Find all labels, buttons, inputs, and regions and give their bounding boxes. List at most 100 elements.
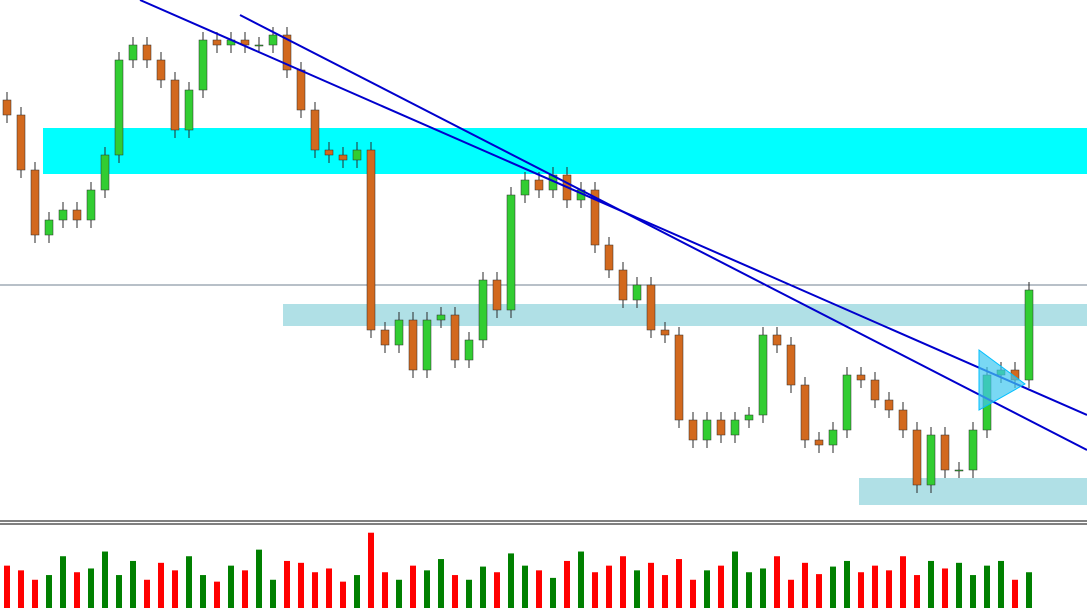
- volume-bar: [872, 565, 878, 608]
- volume-bar: [144, 579, 150, 608]
- candle-body: [86, 189, 96, 221]
- candle-body: [72, 209, 82, 221]
- volume-bar: [256, 549, 262, 608]
- volume-bar: [1012, 579, 1018, 608]
- volume-bar: [676, 559, 682, 608]
- volume-bar: [914, 575, 920, 608]
- candle-body: [772, 334, 782, 346]
- volume-bar: [816, 574, 822, 608]
- volume-bar: [970, 575, 976, 608]
- volume-bar: [4, 565, 10, 608]
- volume-bar: [60, 556, 66, 608]
- candle-body: [870, 379, 880, 401]
- candle-body: [268, 34, 278, 46]
- candle-body: [338, 154, 348, 161]
- volume-bar: [858, 572, 864, 608]
- candle-body: [366, 149, 376, 331]
- volume-bar: [312, 572, 318, 608]
- candle-body: [170, 79, 180, 131]
- candle-body: [450, 314, 460, 361]
- volume-bar: [368, 532, 374, 608]
- candle-body: [702, 419, 712, 441]
- candle-body: [814, 439, 824, 446]
- volume-bar: [802, 562, 808, 608]
- candle-body: [842, 374, 852, 431]
- volume-bar: [270, 579, 276, 608]
- candle-body: [58, 209, 68, 221]
- volume-bar: [606, 565, 612, 608]
- candle-body: [828, 429, 838, 446]
- candle-body: [478, 279, 488, 341]
- volume-bar: [424, 570, 430, 608]
- candle-body: [660, 329, 670, 336]
- candle-body: [926, 434, 936, 486]
- volume-bar: [732, 551, 738, 608]
- volume-bar: [592, 572, 598, 608]
- candle-body: [16, 114, 26, 171]
- demand-zone: [859, 478, 1087, 505]
- candle-body: [674, 334, 684, 421]
- volume-bar: [438, 559, 444, 608]
- volume-bar: [200, 575, 206, 608]
- volume-bar: [382, 572, 388, 608]
- volume-bar: [242, 570, 248, 608]
- candle-body: [324, 149, 334, 156]
- volume-bar: [550, 577, 556, 608]
- candle-body: [730, 419, 740, 436]
- volume-bar: [410, 565, 416, 608]
- volume-bar: [172, 570, 178, 608]
- candle-body: [184, 89, 194, 131]
- resistance-zone: [43, 128, 1087, 174]
- volume-bar: [536, 570, 542, 608]
- candle-body: [142, 44, 152, 61]
- candle-body: [156, 59, 166, 81]
- volume-bar: [214, 581, 220, 608]
- volume-bar: [480, 566, 486, 608]
- candle-body: [1024, 289, 1034, 381]
- volume-bar: [32, 579, 38, 608]
- volume-bar: [564, 560, 570, 608]
- candle-body: [352, 149, 362, 161]
- candle-body: [282, 34, 292, 71]
- volume-bar: [634, 570, 640, 608]
- candle-body: [646, 284, 656, 331]
- candle-body: [30, 169, 40, 236]
- candle-body: [198, 39, 208, 91]
- candle-body: [786, 344, 796, 386]
- candle-body: [618, 269, 628, 301]
- volume-bar: [704, 570, 710, 608]
- volume-bar: [984, 565, 990, 608]
- volume-bar: [326, 568, 332, 608]
- marks: [2, 27, 1034, 608]
- volume-bar: [130, 560, 136, 608]
- candle-body: [2, 99, 12, 116]
- candle-body: [520, 179, 530, 196]
- volume-bar: [830, 566, 836, 608]
- volume-bar: [900, 556, 906, 608]
- volume-bar: [452, 575, 458, 608]
- volume-bar: [74, 572, 80, 608]
- volume-bar: [116, 575, 122, 608]
- candle-body: [534, 179, 544, 191]
- volume-bar: [46, 575, 52, 608]
- candle-body: [394, 319, 404, 346]
- volume-bar: [774, 556, 780, 608]
- volume-bar: [620, 556, 626, 608]
- volume-bar: [942, 568, 948, 608]
- candle-body: [940, 434, 950, 471]
- candle-body: [310, 109, 320, 151]
- volume-bar: [718, 565, 724, 608]
- candle-body: [744, 414, 754, 421]
- candle-body: [380, 329, 390, 346]
- candle-body: [44, 219, 54, 236]
- volume-bar: [186, 556, 192, 608]
- candle-body: [464, 339, 474, 361]
- support-zone: [283, 304, 1087, 326]
- candle-body: [254, 44, 264, 47]
- volume-bar: [354, 575, 360, 608]
- candle-body: [632, 284, 642, 301]
- candle-body: [884, 399, 894, 411]
- volume-bar: [788, 579, 794, 608]
- candle-body: [856, 374, 866, 381]
- volume-bar: [102, 551, 108, 608]
